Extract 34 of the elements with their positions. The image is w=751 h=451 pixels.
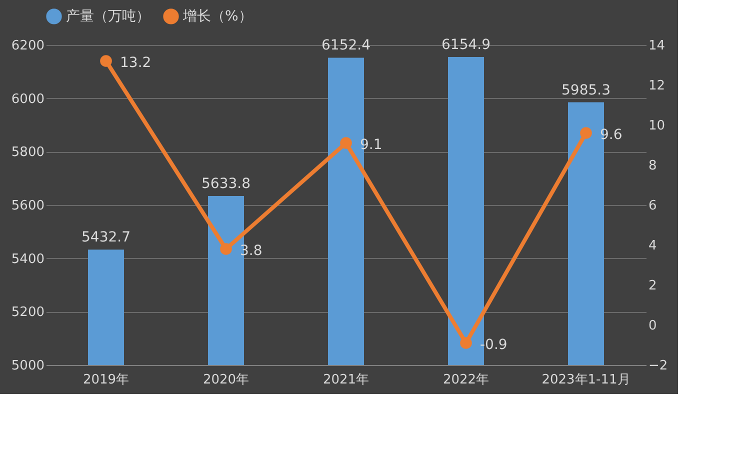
x-tick-label: 2022年 [442, 372, 490, 388]
x-tick-label: 2019年 [82, 372, 130, 388]
legend-label: 增长（%） [182, 8, 252, 24]
data-label: 5985.3 [562, 82, 610, 98]
y2-tick-label: 0 [648, 318, 657, 334]
y-tick-label: 5000 [11, 358, 44, 374]
y-tick-label: 6000 [11, 92, 44, 107]
y-tick-label: 5400 [11, 252, 44, 267]
y2-tick-label: 8 [648, 158, 657, 174]
y-tick-label: 5600 [11, 198, 44, 214]
y2-tick-label: 6 [648, 198, 657, 214]
y2-tick-label: 2 [648, 278, 657, 294]
point [340, 137, 352, 149]
data-label: 5432.7 [82, 230, 130, 246]
point [220, 243, 232, 255]
y-tick-label: 5200 [11, 305, 44, 320]
y2-tick-label: 10 [648, 118, 666, 134]
y2-tick-label: −2 [648, 358, 668, 374]
legend-label: 产量（万吨） [66, 8, 150, 24]
y-tick-label: 6200 [11, 38, 44, 54]
point [580, 127, 592, 139]
point [100, 55, 112, 67]
x-tick-label: 2023年1-11月 [542, 372, 630, 388]
y2-tick-label: 4 [648, 238, 657, 254]
data-label: 13.2 [120, 55, 152, 71]
data-label: 5633.8 [202, 176, 250, 192]
data-label: 6152.4 [322, 38, 371, 54]
point [460, 337, 472, 349]
y-tick-label: 5800 [11, 145, 44, 160]
y2-tick-label: 14 [648, 38, 666, 54]
data-label: 6154.9 [442, 37, 490, 54]
x-tick-label: 2021年 [322, 372, 370, 388]
x-tick-label: 2020年 [202, 372, 250, 388]
y2-tick-label: 12 [648, 78, 666, 94]
